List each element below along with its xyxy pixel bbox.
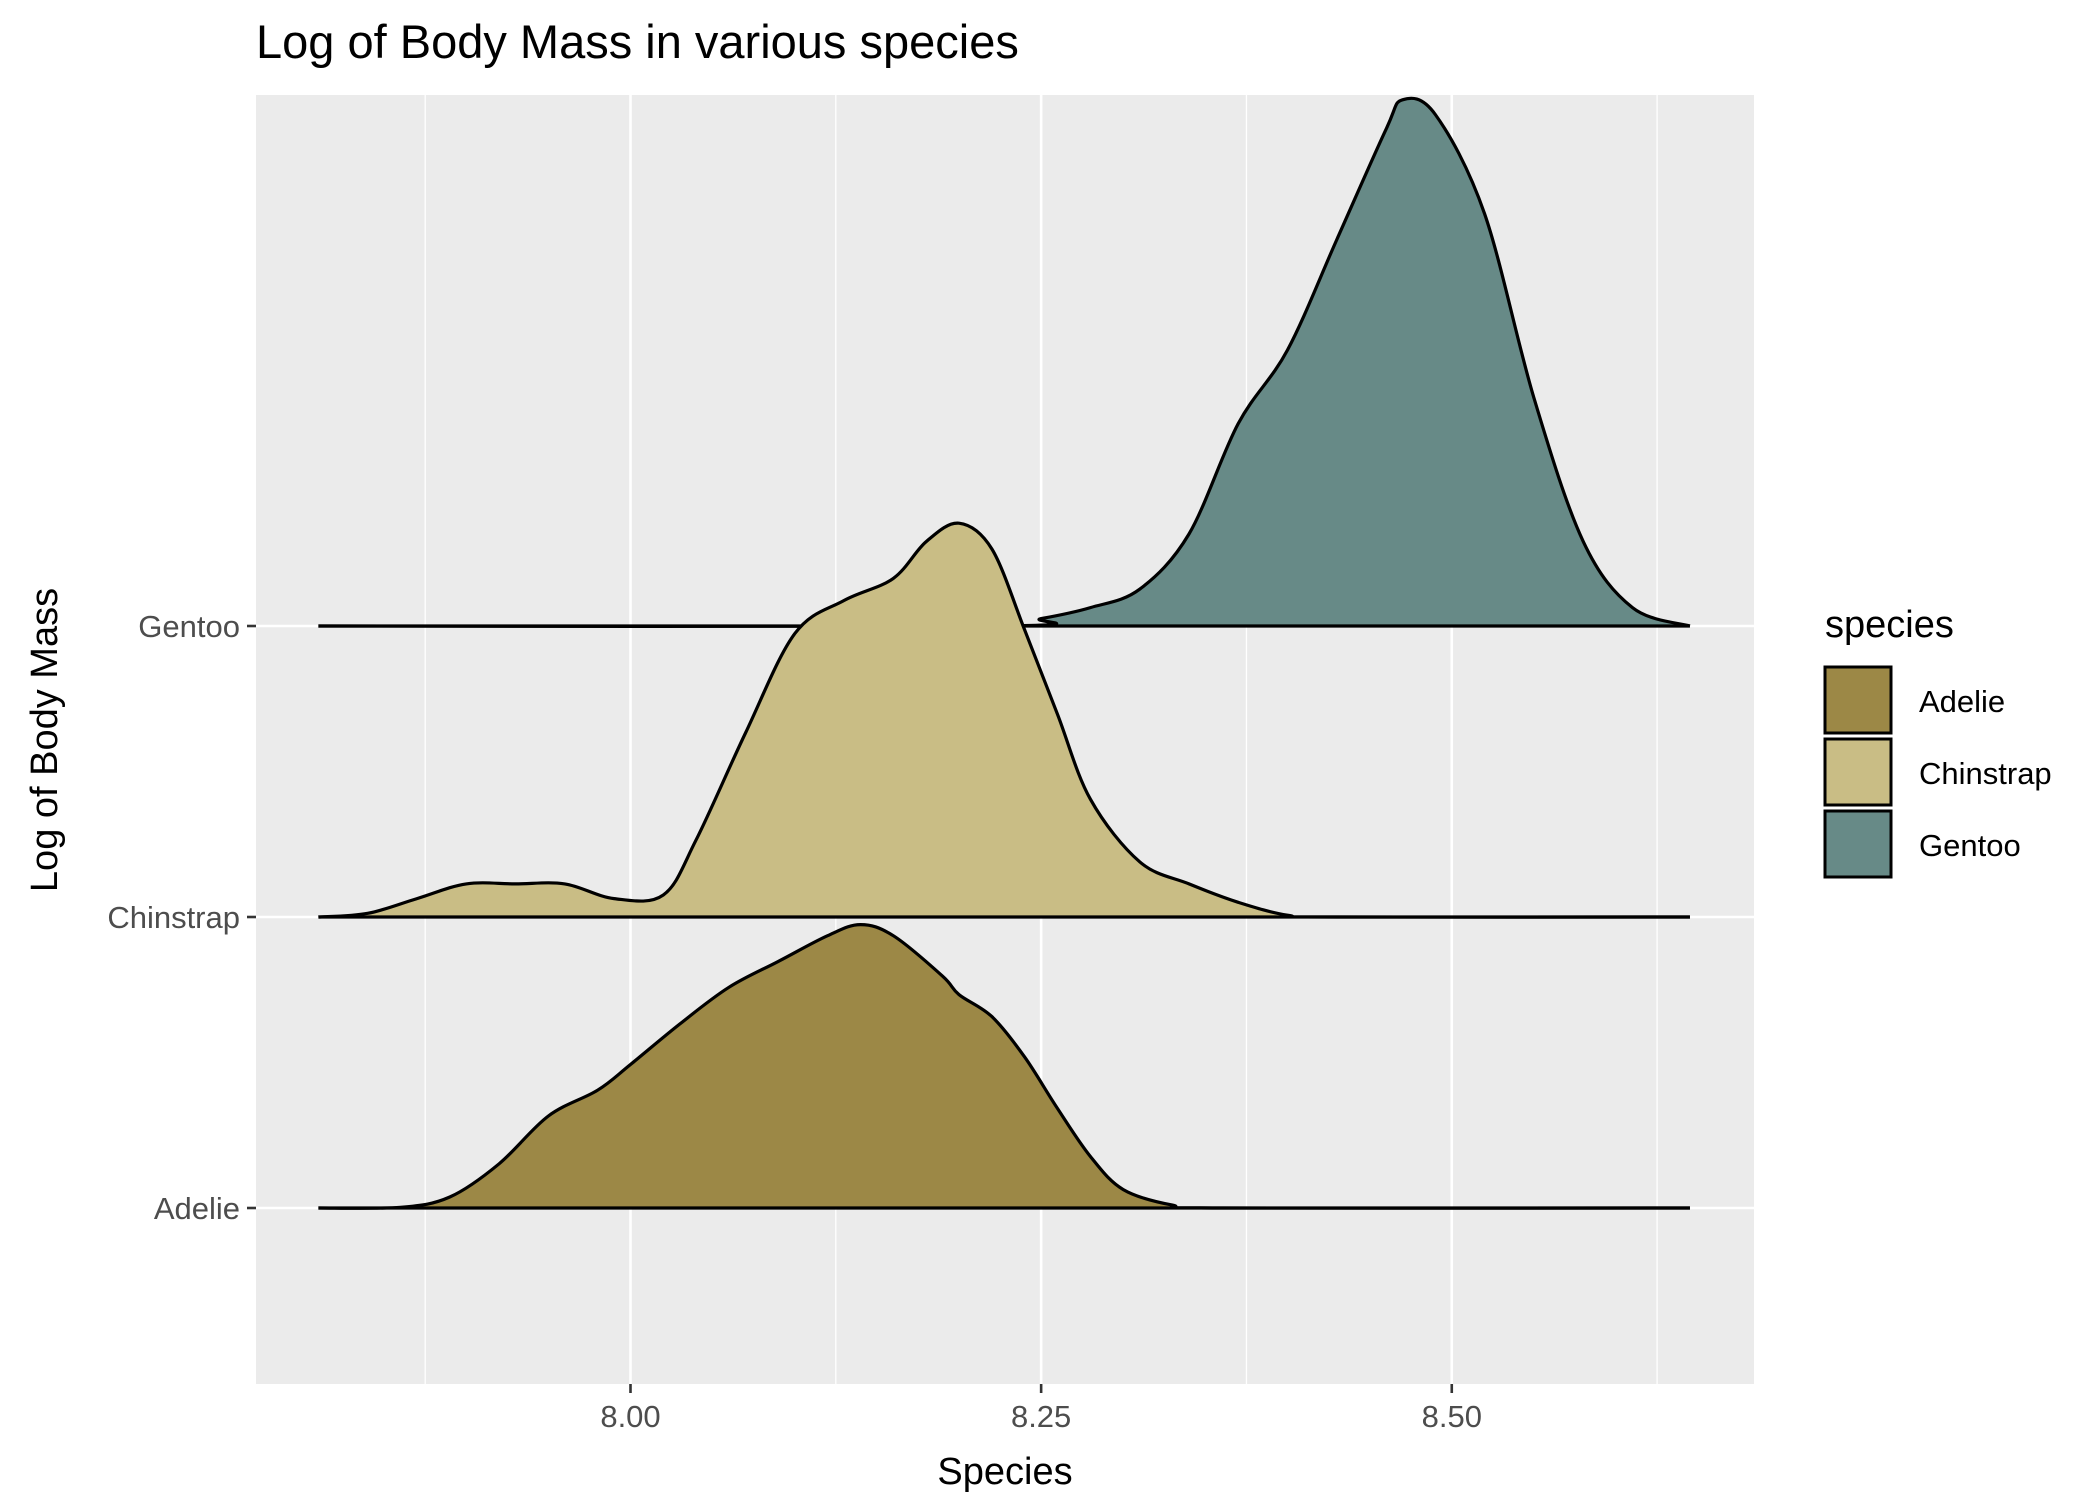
legend-keys: Adelie Chinstrap Gentoo (1823, 665, 2052, 879)
legend: species Adelie Chinstrap Gentoo (1823, 604, 2052, 879)
x-tick-label: 8.00 (600, 1399, 660, 1434)
density-ridges (318, 96, 1691, 1210)
ridge-fill-chinstrap (318, 523, 1690, 918)
x-tick-label: 8.25 (1011, 1399, 1071, 1434)
legend-label-gentoo: Gentoo (1919, 828, 2021, 863)
x-tick-label: 8.50 (1422, 1399, 1482, 1434)
ridge-outline-gentoo (318, 96, 1691, 629)
plot-panel (256, 95, 1754, 1384)
ridge-outline-adelie (318, 923, 1690, 1210)
x-axis-title: Species (937, 1451, 1072, 1493)
ridge-fill-gentoo (318, 98, 1690, 627)
legend-swatch-adelie (1823, 665, 1893, 735)
ridge-fill-adelie (318, 924, 1690, 1209)
y-axis: Adelie Chinstrap Gentoo (107, 609, 256, 1226)
y-tick-label: Gentoo (138, 609, 240, 644)
y-tick-label: Adelie (154, 1191, 240, 1226)
chart-title: Log of Body Mass in various species (256, 15, 1019, 68)
legend-swatch-chinstrap (1823, 737, 1893, 807)
legend-label-chinstrap: Chinstrap (1919, 756, 2052, 791)
y-tick-label: Chinstrap (107, 900, 240, 935)
legend-swatch-gentoo (1823, 809, 1893, 879)
x-axis: 8.00 8.25 8.50 (600, 1384, 1482, 1434)
legend-label-adelie: Adelie (1919, 684, 2005, 719)
ridge-outline-chinstrap (318, 521, 1690, 919)
legend-title: species (1825, 604, 1954, 646)
y-axis-title: Log of Body Mass (24, 588, 66, 892)
